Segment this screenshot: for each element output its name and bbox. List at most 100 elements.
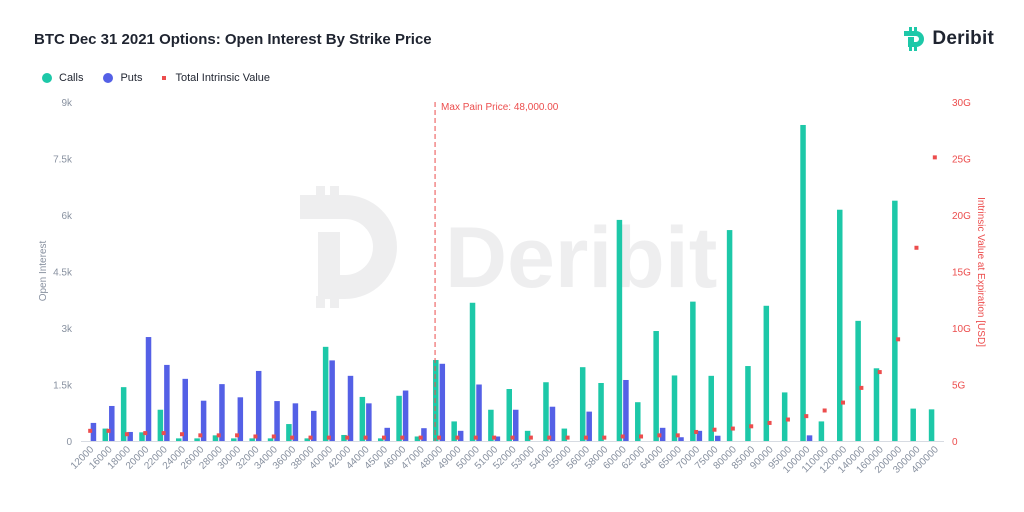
puts-bar[interactable]	[494, 436, 501, 441]
intrinsic-point[interactable]	[602, 435, 607, 440]
puts-bar[interactable]	[145, 337, 152, 441]
calls-bar[interactable]	[690, 301, 696, 441]
calls-bar[interactable]	[524, 430, 531, 441]
puts-bar[interactable]	[623, 379, 629, 441]
puts-bar[interactable]	[696, 430, 703, 441]
intrinsic-point[interactable]	[896, 337, 901, 342]
intrinsic-point[interactable]	[510, 435, 515, 440]
puts-bar[interactable]	[513, 409, 519, 441]
puts-bar[interactable]	[384, 427, 390, 441]
puts-bar[interactable]	[329, 360, 335, 441]
calls-bar[interactable]	[543, 382, 549, 441]
intrinsic-point[interactable]	[363, 435, 368, 440]
calls-bar[interactable]	[212, 435, 219, 441]
puts-bar[interactable]	[164, 364, 170, 441]
calls-bar[interactable]	[671, 375, 678, 441]
puts-bar[interactable]	[586, 411, 592, 441]
intrinsic-point[interactable]	[565, 435, 570, 440]
puts-bar[interactable]	[476, 384, 482, 442]
calls-bar[interactable]	[781, 392, 788, 441]
intrinsic-point[interactable]	[106, 428, 111, 433]
intrinsic-point[interactable]	[730, 426, 735, 431]
calls-bar[interactable]	[157, 409, 164, 441]
intrinsic-point[interactable]	[400, 435, 405, 440]
legend-item-calls[interactable]: Calls	[42, 72, 83, 84]
intrinsic-point[interactable]	[932, 155, 937, 160]
intrinsic-point[interactable]	[455, 435, 460, 440]
intrinsic-point[interactable]	[749, 424, 754, 429]
calls-bar[interactable]	[910, 408, 916, 441]
calls-bar[interactable]	[231, 438, 237, 441]
calls-bar[interactable]	[414, 436, 421, 441]
intrinsic-point[interactable]	[179, 432, 184, 437]
puts-bar[interactable]	[806, 435, 813, 441]
calls-bar[interactable]	[763, 305, 770, 441]
calls-bar[interactable]	[708, 375, 714, 441]
legend-item-intrinsic[interactable]: Total Intrinsic Value	[162, 72, 270, 84]
intrinsic-point[interactable]	[785, 417, 790, 422]
puts-bar[interactable]	[678, 437, 684, 441]
intrinsic-point[interactable]	[143, 431, 148, 436]
intrinsic-point[interactable]	[198, 433, 203, 438]
calls-bar[interactable]	[267, 438, 274, 441]
calls-bar[interactable]	[506, 389, 513, 441]
puts-bar[interactable]	[237, 397, 244, 441]
intrinsic-point[interactable]	[583, 435, 588, 440]
puts-bar[interactable]	[714, 435, 721, 441]
calls-bar[interactable]	[653, 331, 659, 441]
intrinsic-point[interactable]	[620, 434, 625, 439]
calls-bar[interactable]	[286, 424, 292, 441]
intrinsic-point[interactable]	[675, 433, 680, 438]
intrinsic-point[interactable]	[639, 434, 644, 439]
puts-bar[interactable]	[457, 430, 464, 441]
calls-bar[interactable]	[139, 432, 145, 441]
intrinsic-point[interactable]	[235, 433, 240, 438]
calls-bar[interactable]	[249, 438, 255, 441]
intrinsic-point[interactable]	[308, 435, 313, 440]
intrinsic-point[interactable]	[290, 435, 295, 440]
puts-bar[interactable]	[274, 401, 280, 441]
calls-bar[interactable]	[561, 428, 568, 441]
calls-bar[interactable]	[837, 209, 843, 441]
intrinsic-point[interactable]	[914, 245, 919, 250]
calls-bar[interactable]	[396, 395, 402, 441]
puts-bar[interactable]	[311, 410, 317, 441]
calls-bar[interactable]	[322, 346, 329, 441]
intrinsic-point[interactable]	[437, 435, 442, 440]
puts-bar[interactable]	[439, 363, 446, 441]
intrinsic-point[interactable]	[694, 429, 699, 434]
intrinsic-point[interactable]	[859, 385, 864, 390]
intrinsic-point[interactable]	[528, 435, 533, 440]
calls-bar[interactable]	[855, 320, 861, 441]
puts-bar[interactable]	[200, 400, 207, 441]
puts-bar[interactable]	[127, 431, 133, 441]
intrinsic-point[interactable]	[161, 431, 166, 436]
puts-bar[interactable]	[182, 378, 188, 441]
calls-bar[interactable]	[598, 382, 604, 441]
puts-bar[interactable]	[366, 403, 372, 441]
calls-bar[interactable]	[102, 428, 109, 441]
calls-bar[interactable]	[433, 360, 439, 441]
calls-bar[interactable]	[928, 409, 935, 441]
calls-bar[interactable]	[616, 219, 623, 441]
intrinsic-point[interactable]	[418, 435, 423, 440]
calls-bar[interactable]	[304, 438, 311, 441]
calls-bar[interactable]	[892, 200, 898, 441]
intrinsic-point[interactable]	[345, 435, 350, 440]
puts-bar[interactable]	[219, 384, 225, 441]
calls-bar[interactable]	[341, 434, 347, 441]
puts-bar[interactable]	[109, 405, 115, 441]
intrinsic-point[interactable]	[841, 400, 846, 405]
intrinsic-point[interactable]	[712, 427, 717, 432]
intrinsic-point[interactable]	[492, 435, 497, 440]
puts-bar[interactable]	[402, 390, 409, 441]
intrinsic-point[interactable]	[88, 428, 93, 433]
intrinsic-point[interactable]	[822, 408, 827, 413]
puts-bar[interactable]	[549, 406, 556, 441]
intrinsic-point[interactable]	[216, 433, 221, 438]
puts-bar[interactable]	[90, 422, 97, 441]
puts-bar[interactable]	[421, 428, 427, 441]
calls-bar[interactable]	[800, 124, 806, 441]
intrinsic-point[interactable]	[767, 420, 772, 425]
intrinsic-point[interactable]	[326, 435, 331, 440]
